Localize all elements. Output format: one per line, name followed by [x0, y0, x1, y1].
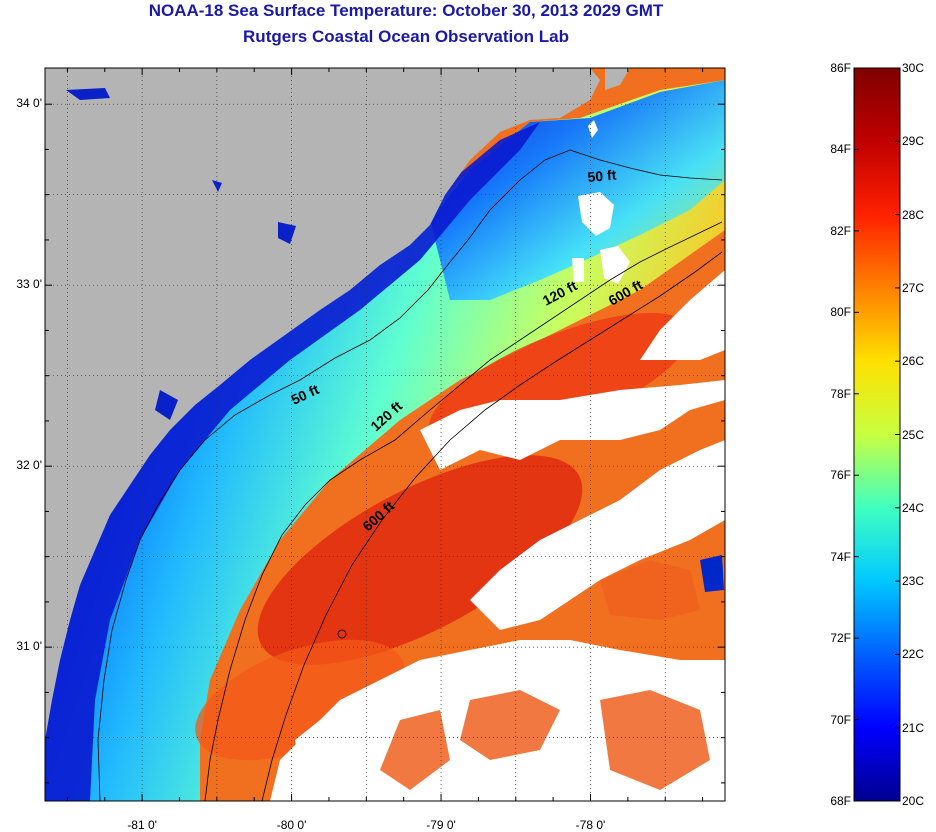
- lat-tick-label: 32 0': [16, 458, 42, 473]
- colorbar-c-label: 20C: [902, 794, 925, 808]
- colorbar-c-label: 24C: [902, 500, 925, 515]
- colorbar-f-label: 86F: [830, 61, 851, 75]
- chart-title: NOAA-18 Sea Surface Temperature: October…: [148, 1, 664, 20]
- land-mass-ne: [605, 68, 630, 90]
- colorbar-gradient: [853, 67, 901, 802]
- colorbar-f-label: 84F: [830, 142, 851, 157]
- contour-50ft: [97, 149, 723, 801]
- warm-core: [257, 455, 583, 665]
- cloud-mask-capefear: [572, 192, 630, 284]
- cloud-mask-east: [420, 270, 725, 470]
- colorbar-f-label: 80F: [830, 305, 851, 320]
- cloud-mask-southeast: [470, 440, 725, 630]
- colorbar-c-label: 27C: [902, 280, 925, 295]
- map-image: 50 ft 120 ft 600 ft 50 ft 120 ft 600 ft: [45, 68, 725, 801]
- colorbar-c-label: 30C: [902, 61, 925, 75]
- lon-tick-label: -81 0': [127, 818, 157, 832]
- lon-tick-label: -78 0': [575, 818, 606, 832]
- land-mass: [45, 68, 600, 740]
- lat-tick-label: 34 0': [16, 96, 42, 111]
- map-frame: [44, 67, 726, 802]
- contour-600ft: [261, 251, 723, 801]
- colorbar-c-label: 29C: [902, 134, 925, 149]
- colorbar-f-label: 82F: [830, 223, 851, 238]
- lat-tick-label: 33 0': [16, 277, 42, 292]
- colorbar-c-label: 21C: [902, 720, 925, 735]
- colorbar-f-label: 74F: [830, 549, 851, 564]
- colorbar-f-label: 68F: [830, 794, 851, 808]
- cold-speckle: [700, 555, 724, 592]
- colorbar-ticks: [854, 67, 900, 802]
- lon-tick-label: -80 0': [276, 818, 307, 832]
- gridlines: [45, 68, 725, 801]
- colorbar-f-label: 78F: [830, 386, 851, 401]
- colorbar-c-label: 22C: [902, 647, 925, 662]
- north-shelf-water: [430, 80, 725, 300]
- lat-tick-label: 31 0': [16, 639, 42, 654]
- contour-label: 50 ft: [587, 167, 617, 185]
- colorbar: [853, 67, 901, 802]
- buoy-marker: [337, 629, 347, 639]
- chart-subtitle: Rutgers Coastal Ocean Observation Lab: [243, 27, 569, 46]
- warm-speckle: [380, 560, 710, 790]
- bathymetry-contours: [97, 149, 723, 801]
- colorbar-f-label: 76F: [830, 468, 851, 483]
- contour-120ft: [204, 221, 723, 801]
- cloud-mask-patch: [295, 720, 350, 770]
- colorbar-f-label: 70F: [830, 712, 851, 727]
- colorbar-f-label: 72F: [830, 631, 851, 646]
- lon-tick-label: -79 0': [426, 818, 456, 832]
- colorbar-c-label: 23C: [902, 574, 925, 589]
- colorbar-c-label: 26C: [902, 354, 925, 369]
- colorbar-c-label: 28C: [902, 207, 925, 222]
- colorbar-c-label: 25C: [902, 427, 925, 442]
- axis-ticks: [45, 68, 725, 801]
